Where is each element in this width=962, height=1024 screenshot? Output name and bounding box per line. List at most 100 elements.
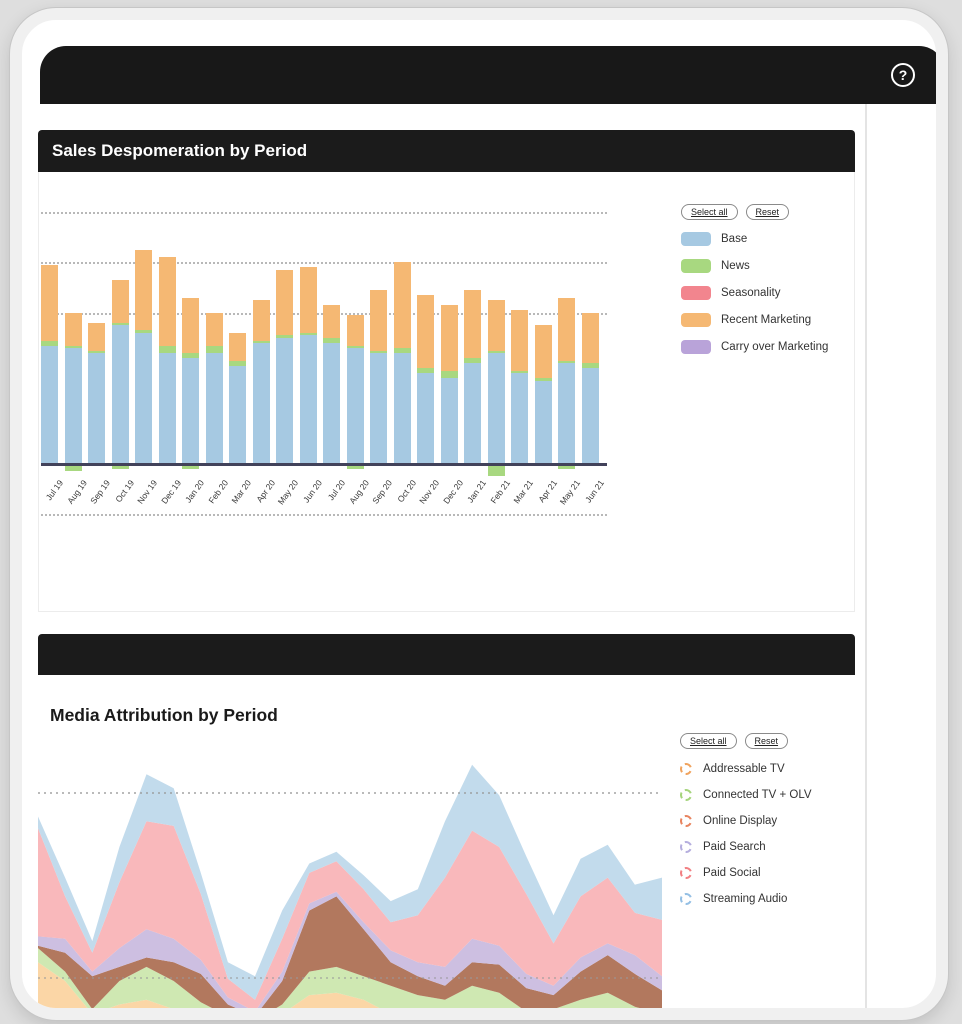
legend-swatch-icon — [681, 259, 711, 273]
bar-segment — [417, 295, 434, 369]
legend-item[interactable]: Recent Marketing — [681, 313, 851, 327]
bar-segment — [534, 380, 552, 464]
bar-segment — [135, 249, 152, 331]
area-series-addressable-tv — [38, 962, 380, 1008]
legend-item-label: Seasonality — [721, 287, 781, 299]
legend-item[interactable]: Seasonality — [681, 286, 851, 300]
bar-segment — [511, 370, 528, 374]
panel1-body: Jul 19 Aug 19 Sep 19 Oct 19 Nov 19 Dec 19 Jan … — [38, 172, 855, 612]
reset-button[interactable]: Reset — [744, 733, 789, 749]
legend-item-label: Online Display — [703, 815, 778, 827]
bar-feb-20 — [205, 202, 223, 532]
bar-segment — [370, 290, 387, 351]
bar-segment — [346, 345, 364, 349]
legend-item[interactable]: Paid Search — [680, 841, 852, 853]
legend-item[interactable]: Streaming Audio — [680, 893, 852, 905]
bar-segment — [64, 345, 82, 349]
bar-segment — [464, 363, 481, 464]
bar-apr-20 — [252, 202, 270, 532]
bar-segment — [393, 353, 411, 464]
legend-swatch-icon — [680, 763, 692, 775]
bar-segment — [346, 348, 364, 464]
bar-segment — [299, 335, 317, 464]
bar-segment — [581, 363, 599, 369]
bar-segment — [511, 310, 528, 371]
bar-segment — [158, 353, 176, 464]
help-icon[interactable]: ? — [891, 63, 915, 87]
legend-item[interactable]: News — [681, 259, 851, 273]
bar-segment — [111, 322, 129, 326]
bar-may-21 — [558, 202, 575, 532]
select-all-button[interactable]: Select all — [680, 733, 737, 749]
bar-segment — [111, 325, 129, 464]
bar-dec-20 — [440, 202, 458, 532]
bar-segment — [558, 363, 575, 464]
bar-segment — [88, 322, 105, 351]
bar-oct-20 — [393, 202, 411, 532]
legend-item[interactable]: Carry over Marketing — [681, 340, 851, 354]
app-window: ? Sales Despomeration by Period Jul 19 Au… — [10, 8, 948, 1020]
legend-item[interactable]: Addressable TV — [680, 763, 852, 775]
bar-segment — [41, 340, 58, 346]
bar-dec-19 — [158, 202, 176, 532]
scrollbar-track[interactable] — [865, 104, 867, 1008]
reset-button[interactable]: Reset — [745, 204, 790, 220]
panel1-title: Sales Despomeration by Period — [52, 141, 308, 160]
bar-segment — [299, 332, 317, 336]
bar-segment — [252, 300, 270, 341]
panel2-legend: Select all Reset Addressable TV Connected… — [680, 733, 852, 919]
legend-swatch-icon — [681, 232, 711, 246]
legend-item[interactable]: Base — [681, 232, 851, 246]
legend-item-label: Streaming Audio — [703, 893, 788, 905]
bar-segment — [41, 345, 58, 464]
select-all-button[interactable]: Select all — [681, 204, 738, 220]
bar-segment — [487, 350, 505, 354]
bar-jan-20 — [182, 202, 199, 532]
bar-sep-20 — [370, 202, 387, 532]
app-content: ? Sales Despomeration by Period Jul 19 Au… — [34, 32, 936, 1008]
bar-jun-20 — [299, 202, 317, 532]
bar-segment — [581, 368, 599, 464]
legend-swatch-icon — [680, 841, 692, 853]
panel1-legend: Select all Reset Base News Seasonality Rece… — [681, 204, 851, 367]
legend-item[interactable]: Connected TV + OLV — [680, 789, 852, 801]
bar-segment — [205, 345, 223, 354]
bar-segment — [205, 353, 223, 464]
bar-segment — [229, 365, 246, 464]
bar-nov-19 — [135, 202, 152, 532]
legend-item-label: Carry over Marketing — [721, 341, 829, 353]
bar-segment — [158, 345, 176, 354]
bar-segment — [440, 370, 458, 379]
legend-swatch-icon — [680, 815, 692, 827]
gridline — [41, 262, 607, 265]
legend-swatch-icon — [680, 867, 692, 879]
panel1-header: Sales Despomeration by Period — [38, 130, 855, 172]
bar-segment — [558, 360, 575, 364]
bar-segment — [229, 360, 246, 366]
media-attribution-chart — [38, 763, 662, 1008]
panel2-body: Media Attribution by Period Select all R… — [38, 675, 855, 1008]
bar-apr-21 — [534, 202, 552, 532]
bar-nov-20 — [417, 202, 434, 532]
legend-swatch-icon — [681, 340, 711, 354]
bar-segment — [276, 335, 293, 338]
bar-segment — [111, 280, 129, 323]
bar-aug-20 — [346, 202, 364, 532]
bar-segment — [229, 332, 246, 361]
legend-item[interactable]: Paid Social — [680, 867, 852, 879]
bar-segment — [464, 358, 481, 364]
bar-segment — [393, 262, 411, 349]
legend-swatch-icon — [681, 286, 711, 300]
bar-segment-negative — [64, 466, 82, 472]
bar-oct-19 — [111, 202, 129, 532]
bar-segment — [135, 332, 152, 464]
bar-segment — [182, 353, 199, 359]
legend-item[interactable]: Online Display — [680, 815, 852, 827]
sales-decomposition-chart: Jul 19 Aug 19 Sep 19 Oct 19 Nov 19 Dec 19 Jan … — [41, 202, 611, 532]
bar-segment — [370, 353, 387, 464]
bar-segment — [276, 338, 293, 464]
bar-segment — [64, 348, 82, 464]
bar-segment — [323, 343, 340, 464]
legend-item-label: Base — [721, 233, 748, 245]
bar-jun-21 — [581, 202, 599, 532]
